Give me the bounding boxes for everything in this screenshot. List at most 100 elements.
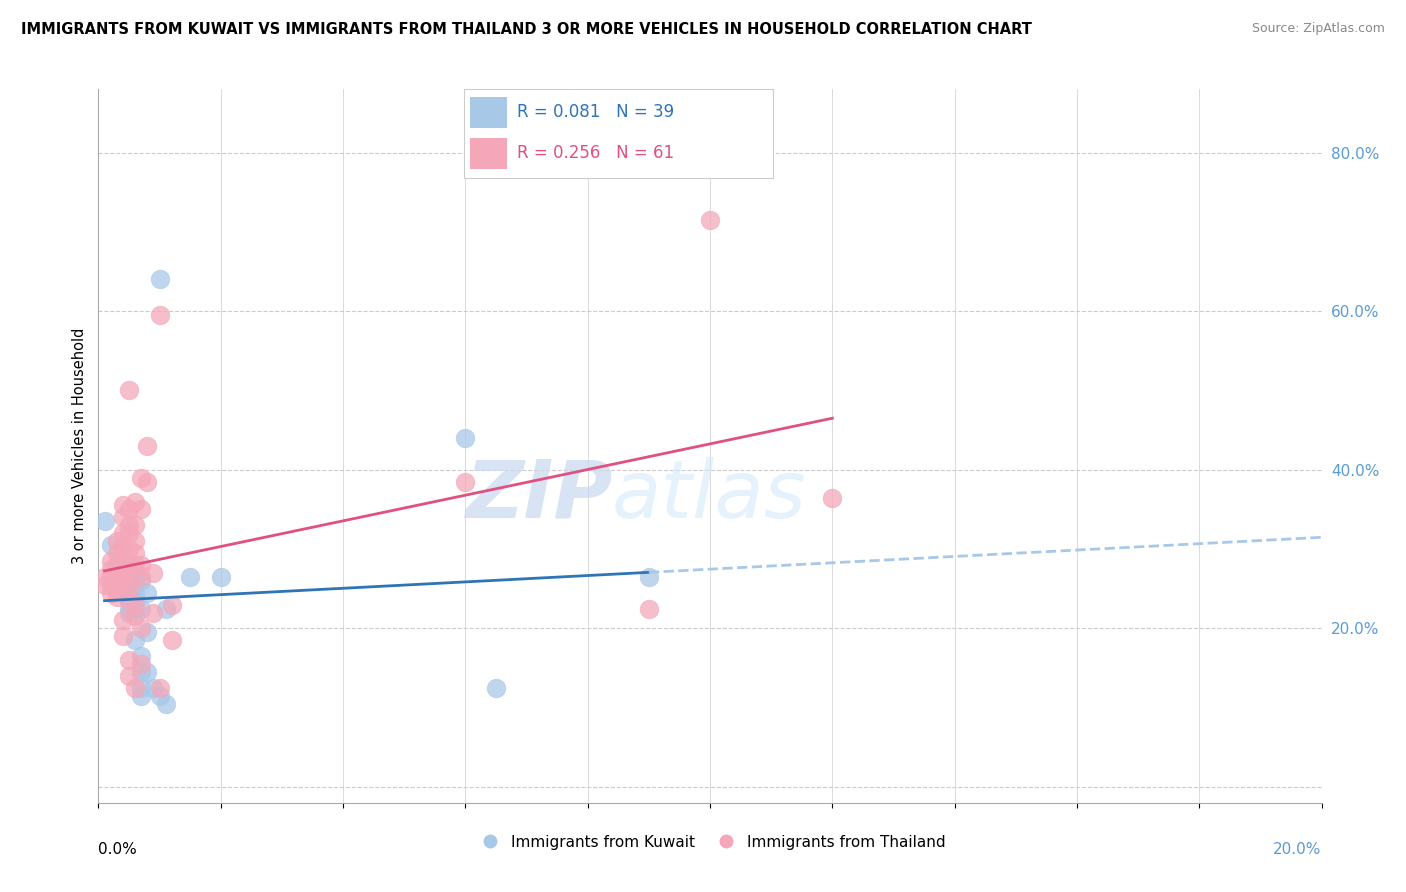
Text: ZIP: ZIP: [465, 457, 612, 535]
Point: [111, 566, 134, 580]
Point: [129, 471, 152, 485]
Point: [129, 689, 152, 703]
Point: [149, 689, 172, 703]
Point: [118, 566, 141, 580]
Point: [124, 574, 146, 588]
Point: [124, 601, 146, 615]
Point: [136, 439, 159, 453]
Point: [111, 570, 134, 584]
Point: [209, 570, 232, 584]
Point: [129, 601, 152, 615]
Point: [105, 546, 128, 560]
Point: [118, 593, 141, 607]
Point: [118, 593, 141, 607]
Y-axis label: 3 or more Vehicles in Household: 3 or more Vehicles in Household: [72, 328, 87, 564]
Point: [136, 585, 159, 599]
Point: [93, 570, 115, 584]
Point: [100, 554, 122, 568]
Point: [118, 526, 141, 541]
Point: [118, 582, 141, 596]
Point: [124, 518, 146, 533]
Text: atlas: atlas: [612, 457, 807, 535]
Point: [100, 578, 122, 592]
Point: [124, 593, 146, 607]
Point: [124, 681, 146, 695]
Point: [118, 502, 141, 516]
Point: [637, 601, 661, 615]
Point: [100, 570, 122, 584]
Point: [155, 601, 177, 615]
Point: [105, 558, 128, 572]
Point: [124, 494, 146, 508]
Point: [105, 566, 128, 580]
Point: [100, 538, 122, 552]
Point: [699, 213, 721, 227]
Point: [454, 475, 477, 489]
Point: [111, 549, 134, 564]
Point: [100, 585, 122, 599]
Point: [111, 510, 134, 524]
FancyBboxPatch shape: [470, 97, 508, 128]
Point: [129, 657, 152, 671]
Point: [93, 578, 115, 592]
Point: [124, 609, 146, 624]
Point: [105, 534, 128, 549]
Point: [142, 566, 165, 580]
Point: [149, 308, 172, 322]
Point: [160, 633, 183, 648]
Point: [129, 665, 152, 679]
Point: [111, 558, 134, 572]
Point: [118, 518, 141, 533]
Point: [105, 566, 128, 580]
Point: [118, 574, 141, 588]
Text: Source: ZipAtlas.com: Source: ZipAtlas.com: [1251, 22, 1385, 36]
Point: [129, 681, 152, 695]
Point: [821, 491, 844, 505]
Point: [118, 669, 141, 683]
Point: [111, 538, 134, 552]
Point: [105, 558, 128, 572]
Point: [118, 542, 141, 557]
Point: [129, 558, 152, 572]
Point: [124, 534, 146, 549]
Text: R = 0.256   N = 61: R = 0.256 N = 61: [516, 145, 673, 162]
Point: [118, 606, 141, 620]
Point: [118, 601, 141, 615]
Point: [118, 570, 141, 584]
Point: [637, 570, 661, 584]
Point: [105, 574, 128, 588]
FancyBboxPatch shape: [470, 138, 508, 169]
Point: [124, 633, 146, 648]
Legend: Immigrants from Kuwait, Immigrants from Thailand: Immigrants from Kuwait, Immigrants from …: [468, 829, 952, 855]
Point: [129, 502, 152, 516]
Point: [118, 578, 141, 592]
Point: [136, 625, 159, 640]
Point: [454, 431, 477, 445]
Text: R = 0.081   N = 39: R = 0.081 N = 39: [516, 103, 673, 121]
Point: [118, 384, 141, 398]
Point: [124, 598, 146, 612]
Point: [100, 562, 122, 576]
Point: [124, 558, 146, 572]
Point: [105, 582, 128, 596]
Point: [149, 272, 172, 286]
Point: [118, 585, 141, 599]
Point: [129, 574, 152, 588]
Point: [111, 574, 134, 588]
Point: [118, 558, 141, 572]
Point: [129, 621, 152, 635]
Point: [142, 606, 165, 620]
Point: [136, 475, 159, 489]
Point: [111, 566, 134, 580]
Point: [124, 546, 146, 560]
Text: 20.0%: 20.0%: [1274, 842, 1322, 857]
Point: [111, 499, 134, 513]
Point: [105, 590, 128, 604]
Point: [118, 653, 141, 667]
Point: [124, 585, 146, 599]
Point: [118, 566, 141, 580]
Text: 0.0%: 0.0%: [98, 842, 138, 857]
Point: [136, 665, 159, 679]
Point: [129, 649, 152, 664]
Point: [179, 570, 201, 584]
